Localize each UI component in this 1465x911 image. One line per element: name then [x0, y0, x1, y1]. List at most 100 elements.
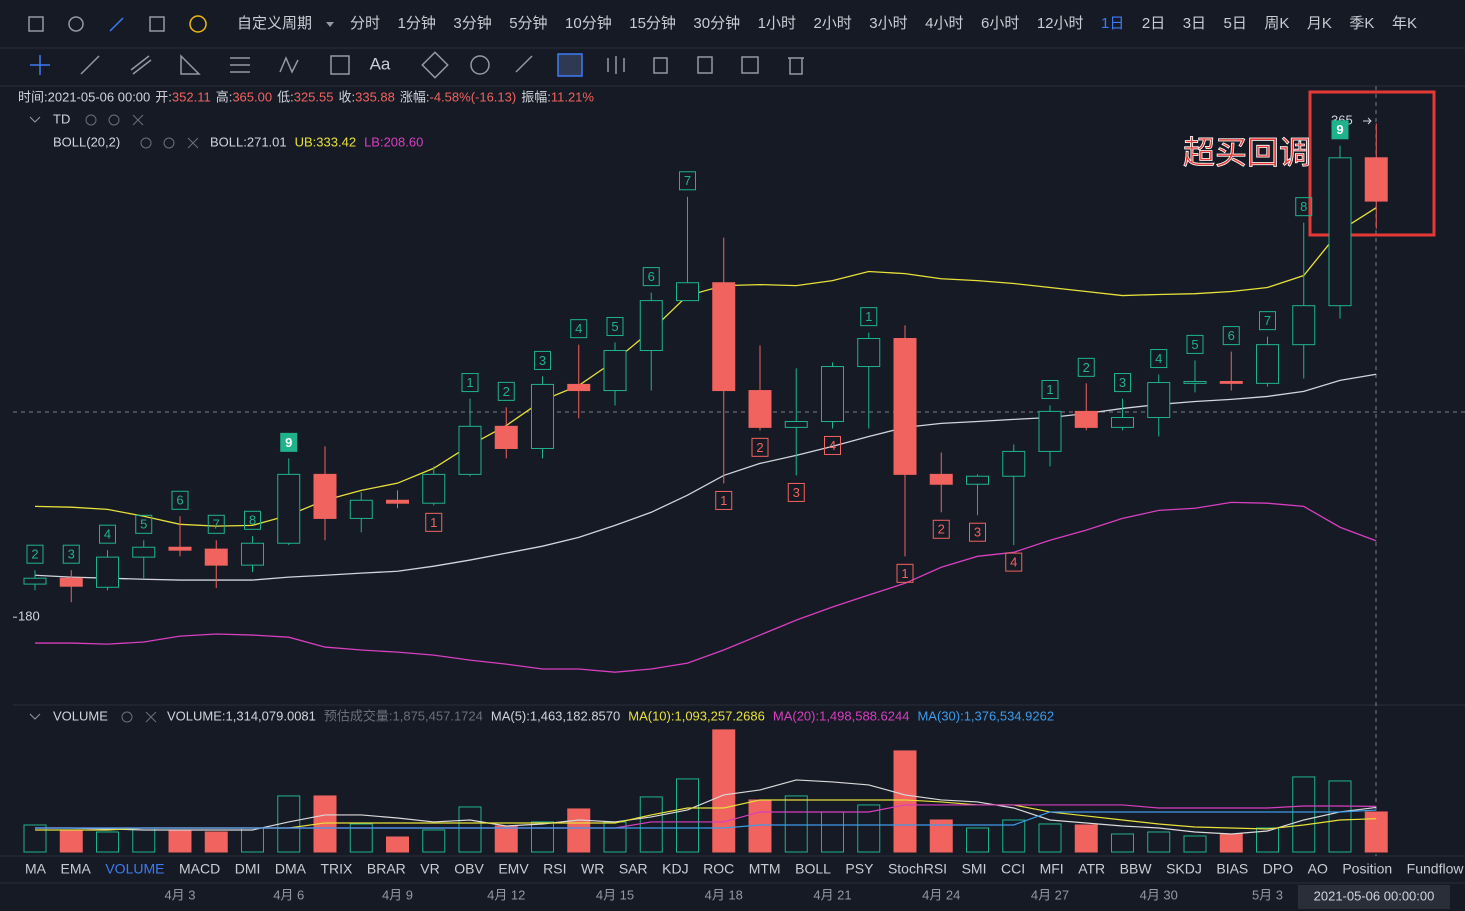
- custom-period[interactable]: 自定义周期: [237, 15, 312, 32]
- collapse-icon[interactable]: [29, 713, 41, 720]
- icon[interactable]: [68, 16, 84, 32]
- icon[interactable]: [557, 53, 583, 77]
- period-button[interactable]: 12小时: [1037, 15, 1084, 32]
- icon[interactable]: [421, 51, 449, 79]
- icon[interactable]: [788, 57, 804, 75]
- indicator-tab[interactable]: TRIX: [321, 861, 354, 877]
- icon[interactable]: [80, 55, 100, 75]
- indicator-tab[interactable]: DMA: [275, 861, 307, 877]
- indicator-tab[interactable]: PSY: [845, 861, 874, 877]
- indicator-tab[interactable]: WR: [581, 861, 604, 877]
- period-button[interactable]: 3分钟: [453, 15, 491, 32]
- indicator-tab[interactable]: SKDJ: [1166, 861, 1202, 877]
- icon[interactable]: [470, 55, 490, 75]
- period-button[interactable]: 4小时: [925, 15, 963, 32]
- period-button[interactable]: 1日: [1101, 15, 1124, 32]
- icon[interactable]: [279, 56, 299, 74]
- icon[interactable]: [653, 57, 668, 74]
- indicator-tab[interactable]: AO: [1308, 861, 1328, 877]
- icon[interactable]: [140, 137, 152, 149]
- period-button[interactable]: 年K: [1392, 15, 1417, 32]
- period-button[interactable]: 1小时: [758, 15, 796, 32]
- info-label: 高:: [216, 89, 233, 104]
- indicator-tab[interactable]: DPO: [1263, 861, 1293, 877]
- period-button[interactable]: 3日: [1183, 15, 1206, 32]
- period-button[interactable]: 5日: [1224, 15, 1247, 32]
- indicator-tab[interactable]: StochRSI: [888, 861, 947, 877]
- period-button[interactable]: 5分钟: [509, 15, 547, 32]
- indicator-tab[interactable]: SMI: [962, 861, 987, 877]
- volume-bar: [59, 829, 83, 853]
- icon[interactable]: [330, 55, 350, 75]
- td-box: [570, 319, 588, 339]
- icon[interactable]: [741, 56, 759, 74]
- icon[interactable]: [85, 114, 97, 126]
- period-button[interactable]: 3小时: [869, 15, 907, 32]
- icon[interactable]: [163, 137, 175, 149]
- close-icon[interactable]: [132, 114, 144, 126]
- close-icon[interactable]: [187, 137, 199, 149]
- period-button[interactable]: 15分钟: [629, 15, 676, 32]
- indicator-tab[interactable]: ROC: [703, 861, 734, 877]
- indicator-tab[interactable]: Position: [1342, 861, 1392, 877]
- candle-body: [1038, 410, 1062, 452]
- indicator-tab[interactable]: BBW: [1120, 861, 1153, 877]
- indicator-tab[interactable]: BRAR: [367, 861, 406, 877]
- dropdown-caret[interactable]: [326, 22, 334, 27]
- period-button[interactable]: 2小时: [813, 15, 851, 32]
- period-button[interactable]: 2日: [1142, 15, 1165, 32]
- icon[interactable]: [130, 55, 152, 75]
- indicator-name: BOLL(20,2): [53, 134, 120, 149]
- indicator-tab[interactable]: BIAS: [1216, 861, 1248, 877]
- indicator-tab[interactable]: BOLL: [795, 861, 831, 877]
- period-button[interactable]: 10分钟: [565, 15, 612, 32]
- indicator-tab[interactable]: OBV: [454, 861, 484, 877]
- indicator-tab[interactable]: MTM: [749, 861, 781, 877]
- indicator-tab[interactable]: EMV: [498, 861, 529, 877]
- period-button[interactable]: 1分钟: [398, 15, 436, 32]
- period-button[interactable]: 6小时: [981, 15, 1019, 32]
- indicator-tab[interactable]: Fundflow: [1407, 861, 1465, 877]
- icon[interactable]: [109, 17, 124, 32]
- candle-body: [422, 473, 446, 504]
- td-box: [1186, 334, 1204, 354]
- period-button[interactable]: 30分钟: [693, 15, 740, 32]
- text-tool[interactable]: Aa: [370, 54, 391, 73]
- indicator-tab[interactable]: RSI: [543, 861, 566, 877]
- icon[interactable]: [108, 114, 120, 126]
- indicator-tab[interactable]: KDJ: [662, 861, 688, 877]
- indicator-tab[interactable]: DMI: [235, 861, 261, 877]
- toolbar-icons[interactable]: [28, 15, 804, 79]
- period-button[interactable]: 分时: [350, 15, 380, 32]
- icon[interactable]: [607, 56, 625, 74]
- indicator-tab[interactable]: MACD: [179, 861, 220, 877]
- icon[interactable]: [28, 16, 44, 32]
- indicator-tab[interactable]: VOLUME: [105, 861, 164, 877]
- candle-body: [168, 546, 192, 551]
- volume-bar: [1038, 823, 1062, 853]
- icon[interactable]: [515, 55, 533, 73]
- collapse-icon[interactable]: [29, 116, 41, 123]
- period-button[interactable]: 月K: [1307, 15, 1332, 32]
- icon[interactable]: [149, 16, 165, 32]
- icon[interactable]: [180, 54, 201, 75]
- indicator-tab[interactable]: EMA: [61, 861, 92, 877]
- high-arrow: [1363, 117, 1372, 125]
- x-tick-label: 4月 9: [382, 887, 413, 902]
- icon[interactable]: [30, 55, 50, 75]
- indicator-tab[interactable]: VR: [420, 861, 439, 877]
- icon[interactable]: [121, 711, 133, 723]
- indicator-tab[interactable]: MFI: [1040, 861, 1064, 877]
- icon[interactable]: [230, 57, 250, 73]
- icon[interactable]: [189, 15, 207, 33]
- icon[interactable]: [697, 56, 713, 74]
- indicator-tab[interactable]: SAR: [619, 861, 648, 877]
- indicator-tab[interactable]: ATR: [1078, 861, 1105, 877]
- period-button[interactable]: 季K: [1349, 15, 1374, 32]
- close-icon[interactable]: [145, 711, 157, 723]
- indicator-tab[interactable]: CCI: [1001, 861, 1025, 877]
- period-button[interactable]: 周K: [1264, 15, 1289, 32]
- indicator-name: VOLUME: [53, 708, 108, 723]
- indicator-tab[interactable]: MA: [25, 861, 47, 877]
